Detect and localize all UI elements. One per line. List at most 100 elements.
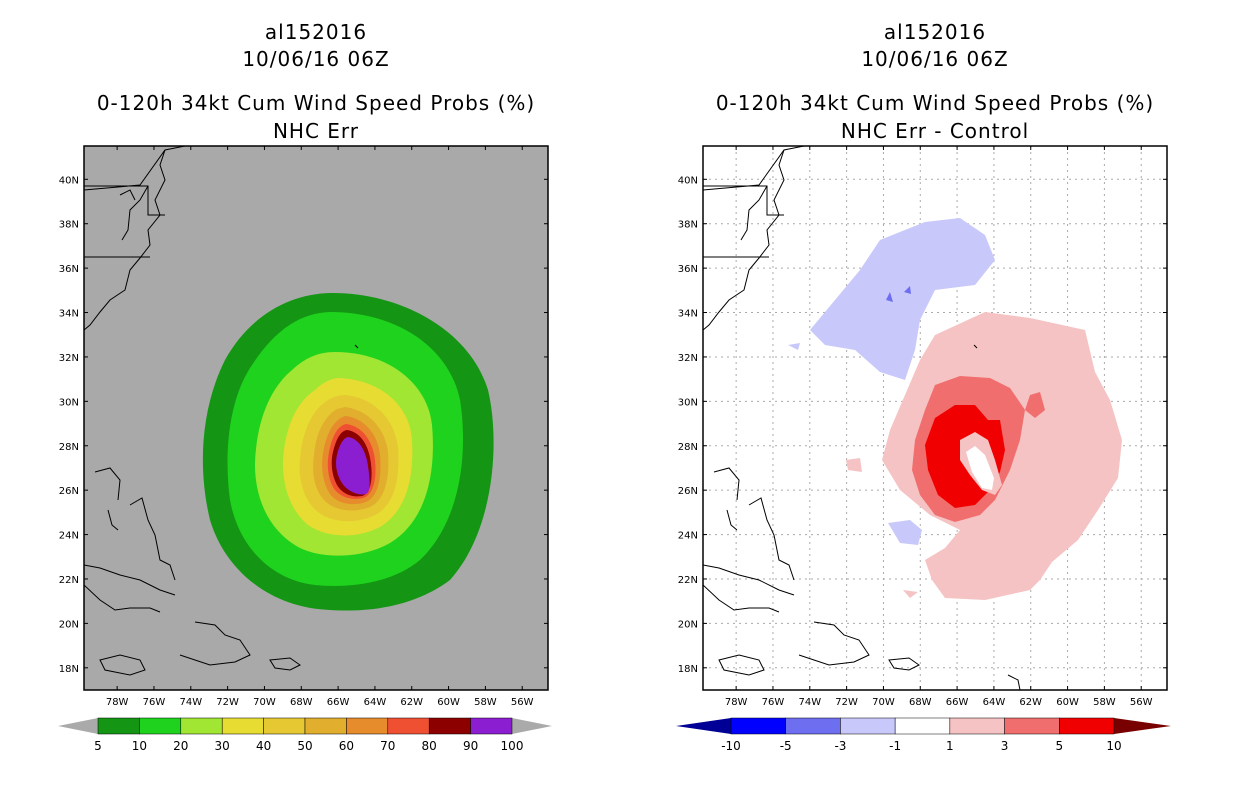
colorbar-swatch — [1004, 717, 1060, 735]
lon-label: 56W — [1130, 697, 1153, 708]
lat-label: 40N — [678, 175, 698, 186]
colorbar-swatch — [97, 717, 140, 735]
lon-label: 74W — [179, 697, 202, 708]
right-difference-contours — [788, 218, 1122, 600]
colorbar-swatch — [949, 717, 1005, 735]
lat-label: 20N — [678, 619, 698, 630]
colorbar-swatch — [387, 717, 430, 735]
colorbar-swatch — [139, 717, 182, 735]
lat-label: 22N — [59, 575, 79, 586]
lat-label: 28N — [678, 442, 698, 453]
right-title-product: 0-120h 34kt Cum Wind Speed Probs (%) — [715, 91, 1155, 115]
lon-label: 60W — [437, 697, 460, 708]
lat-label: 30N — [678, 397, 698, 408]
left-latitude-labels: 40N 38N 36N 34N 32N 30N 28N 26N 24N 22N 20N 18N — [59, 175, 79, 674]
lon-label: 76W — [143, 697, 166, 708]
colorbar-swatch — [221, 717, 264, 735]
contour-90 — [336, 437, 370, 495]
lat-label: 22N — [678, 575, 698, 586]
lon-label: 72W — [216, 697, 239, 708]
left-map-frame — [83, 145, 549, 691]
left-title-subtitle: NHC Err — [272, 119, 360, 143]
diff-core-white — [966, 446, 994, 490]
lat-label: 34N — [59, 309, 79, 320]
colorbar-label: 10 — [1106, 739, 1121, 753]
lat-label: 34N — [678, 309, 698, 320]
lat-label: 26N — [59, 486, 79, 497]
lat-label: 24N — [678, 531, 698, 542]
diff-neg-area-small — [888, 520, 922, 545]
left-title-datetime: 10/06/16 06Z — [242, 47, 390, 71]
left-longitude-labels: 78W 76W 74W 72W 70W 68W 66W 64W 62W 60W 58W 56W — [106, 697, 534, 708]
left-colorbar-high-arrow — [512, 718, 552, 734]
colorbar-swatch — [470, 717, 513, 735]
colorbar-swatch — [785, 717, 841, 735]
colorbar-label: 1 — [946, 739, 954, 753]
right-title-subtitle: NHC Err - Control — [840, 119, 1030, 143]
left-colorbar-low-arrow — [58, 718, 98, 734]
lat-label: 32N — [678, 353, 698, 364]
lon-label: 66W — [946, 697, 969, 708]
lon-label: 62W — [1019, 697, 1042, 708]
diff-pos-1-small — [846, 458, 862, 472]
colorbar-swatch — [304, 717, 347, 735]
diff-pos-1-speck — [903, 590, 918, 598]
colorbar-swatch — [346, 717, 389, 735]
lon-label: 66W — [327, 697, 350, 708]
right-latitude-labels: 40N 38N 36N 34N 32N 30N 28N 26N 24N 22N 20N 18N — [678, 175, 698, 674]
lat-label: 28N — [59, 442, 79, 453]
colorbar-label: 5 — [1055, 739, 1063, 753]
right-longitude-labels: 78W 76W 74W 72W 70W 68W 66W 64W 62W 60W 58W 56W — [725, 697, 1153, 708]
right-coastlines — [703, 146, 1021, 690]
lat-label: 32N — [59, 353, 79, 364]
lon-label: 56W — [511, 697, 534, 708]
colorbar-label: 70 — [380, 739, 395, 753]
lon-label: 58W — [1093, 697, 1116, 708]
colorbar-swatch — [180, 717, 223, 735]
left-axis-ticks — [84, 146, 548, 690]
colorbar-swatch — [840, 717, 896, 735]
right-axis-ticks — [703, 146, 1167, 690]
lat-label: 36N — [678, 264, 698, 275]
colorbar-swatch — [894, 717, 951, 735]
right-title-storm-id: al152016 — [883, 20, 987, 44]
lat-label: 20N — [59, 619, 79, 630]
diff-neg-area-speck — [788, 343, 800, 350]
right-colorbar-high-arrow — [1114, 718, 1171, 734]
colorbar-label: 5 — [94, 739, 102, 753]
right-colorbar: -10 -5 -3 -1 1 3 5 10 — [676, 717, 1171, 753]
lon-label: 62W — [400, 697, 423, 708]
lat-label: 18N — [59, 664, 79, 675]
colorbar-label: 60 — [339, 739, 354, 753]
lon-label: 78W — [725, 697, 748, 708]
right-colorbar-low-arrow — [676, 718, 731, 734]
lon-label: 76W — [762, 697, 785, 708]
diff-neg-area — [810, 218, 995, 380]
right-title-datetime: 10/06/16 06Z — [861, 47, 1009, 71]
diff-neg-3-spot — [886, 292, 893, 302]
colorbar-label: 20 — [173, 739, 188, 753]
colorbar-swatch — [428, 717, 471, 735]
colorbar-label: 10 — [132, 739, 147, 753]
lon-label: 78W — [106, 697, 129, 708]
right-map-frame — [702, 145, 1168, 691]
lon-label: 68W — [909, 697, 932, 708]
colorbar-label: -3 — [834, 739, 846, 753]
colorbar-label: 100 — [501, 739, 524, 753]
colorbar-label: -10 — [721, 739, 741, 753]
lon-label: 60W — [1056, 697, 1079, 708]
lon-label: 74W — [798, 697, 821, 708]
colorbar-swatch — [730, 717, 786, 735]
left-coastlines — [84, 146, 359, 676]
lon-label: 70W — [253, 697, 276, 708]
lat-label: 36N — [59, 264, 79, 275]
colorbar-swatch — [1059, 717, 1115, 735]
left-map: 40N 38N 36N 34N 32N 30N 28N 26N 24N 22N 20N 18N 78W… — [58, 145, 552, 753]
left-colorbar: 5 10 20 30 40 50 60 70 80 90 100 — [58, 717, 552, 753]
colorbar-label: -1 — [889, 739, 901, 753]
lon-label: 68W — [290, 697, 313, 708]
left-title-product: 0-120h 34kt Cum Wind Speed Probs (%) — [96, 91, 536, 115]
lat-label: 26N — [678, 486, 698, 497]
lon-label: 58W — [474, 697, 497, 708]
lon-label: 64W — [364, 697, 387, 708]
